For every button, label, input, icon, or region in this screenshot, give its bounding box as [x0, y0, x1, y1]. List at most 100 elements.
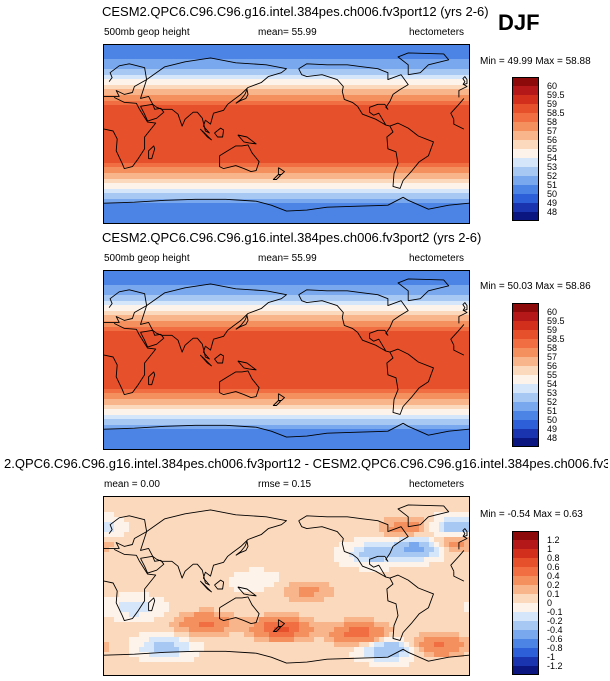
field-cell — [374, 557, 380, 563]
field-cell — [429, 612, 435, 618]
field-cell — [274, 577, 280, 583]
field-cell — [149, 642, 155, 648]
field-cell — [224, 557, 230, 563]
colorbar-swatch — [512, 402, 539, 411]
field-cell — [179, 537, 185, 543]
field-cell — [254, 622, 260, 628]
field-cell — [389, 567, 395, 573]
field-cell — [234, 612, 240, 618]
field-cell — [439, 657, 445, 663]
field-cell — [179, 627, 185, 633]
field-cell — [269, 662, 275, 668]
field-band — [104, 149, 469, 152]
field-cell — [309, 672, 315, 675]
field-cell — [409, 537, 415, 543]
field-cell — [204, 572, 210, 578]
field-cell — [194, 577, 200, 583]
field-cell — [229, 577, 235, 583]
field-cell — [374, 562, 380, 568]
field-cell — [379, 557, 385, 563]
field-cell — [424, 542, 430, 548]
field-cell — [289, 547, 295, 553]
colorbar-tick-label: -0.4 — [547, 625, 563, 635]
field-cell — [369, 562, 375, 568]
field-cell — [184, 537, 190, 543]
field-cell — [204, 622, 210, 628]
field-cell — [224, 577, 230, 583]
field-cell — [339, 597, 345, 603]
field-cell — [219, 577, 225, 583]
field-cell — [464, 572, 469, 578]
field-cell — [239, 667, 245, 673]
field-cell — [414, 512, 420, 518]
field-cell — [419, 542, 425, 548]
field-cell — [314, 537, 320, 543]
field-cell — [429, 507, 435, 513]
field-cell — [244, 667, 250, 673]
field-cell — [199, 622, 205, 628]
field-band — [104, 157, 469, 160]
field-cell — [124, 647, 130, 653]
field-cell — [234, 557, 240, 563]
field-cell — [119, 572, 125, 578]
field-cell — [404, 587, 410, 593]
field-cell — [434, 522, 440, 528]
field-cell — [399, 527, 405, 533]
field-cell — [159, 497, 165, 503]
field-cell — [459, 552, 465, 558]
field-cell — [244, 582, 250, 588]
field-band — [104, 45, 469, 48]
field-cell — [234, 562, 240, 568]
field-cell — [159, 502, 165, 508]
field-cell — [309, 537, 315, 543]
field-cell — [364, 597, 370, 603]
field-cell — [289, 552, 295, 558]
field-cell — [194, 542, 200, 548]
field-cell — [164, 507, 170, 513]
field-band — [104, 103, 469, 106]
coastline — [140, 509, 287, 586]
field-cell — [464, 617, 469, 623]
field-cell — [344, 617, 350, 623]
field-cell — [294, 672, 300, 675]
field-cell — [129, 527, 135, 533]
field-cell — [444, 502, 450, 508]
field-cell — [389, 672, 395, 675]
field-band — [104, 147, 469, 150]
field-cell — [459, 497, 465, 503]
field-cell — [114, 512, 120, 518]
coastline — [214, 579, 225, 590]
field-cell — [309, 652, 315, 658]
field-cell — [164, 632, 170, 638]
field-cell — [379, 667, 385, 673]
field-cell — [164, 537, 170, 543]
field-cell — [229, 587, 235, 593]
field-cell — [394, 567, 400, 573]
field-band — [104, 283, 469, 286]
field-cell — [159, 592, 165, 598]
field-cell — [144, 657, 150, 663]
field-cell — [209, 577, 215, 583]
field-cell — [459, 512, 465, 518]
field-cell — [289, 617, 295, 623]
field-cell — [204, 647, 210, 653]
field-cell — [364, 657, 370, 663]
field-cell — [304, 562, 310, 568]
field-cell — [259, 647, 265, 653]
colorbar-tick-label: 0.2 — [547, 580, 560, 590]
field-cell — [159, 577, 165, 583]
field-cell — [109, 502, 115, 508]
field-band — [104, 171, 469, 174]
field-cell — [204, 652, 210, 658]
field-cell — [204, 537, 210, 543]
field-cell — [189, 497, 195, 503]
field-cell — [224, 507, 230, 513]
field-cell — [229, 502, 235, 508]
field-cell — [374, 602, 380, 608]
field-cell — [299, 642, 305, 648]
field-cell — [389, 657, 395, 663]
colorbar-swatch — [512, 630, 539, 639]
field-cell — [364, 587, 370, 593]
field-cell — [279, 622, 285, 628]
field-cell — [129, 642, 135, 648]
